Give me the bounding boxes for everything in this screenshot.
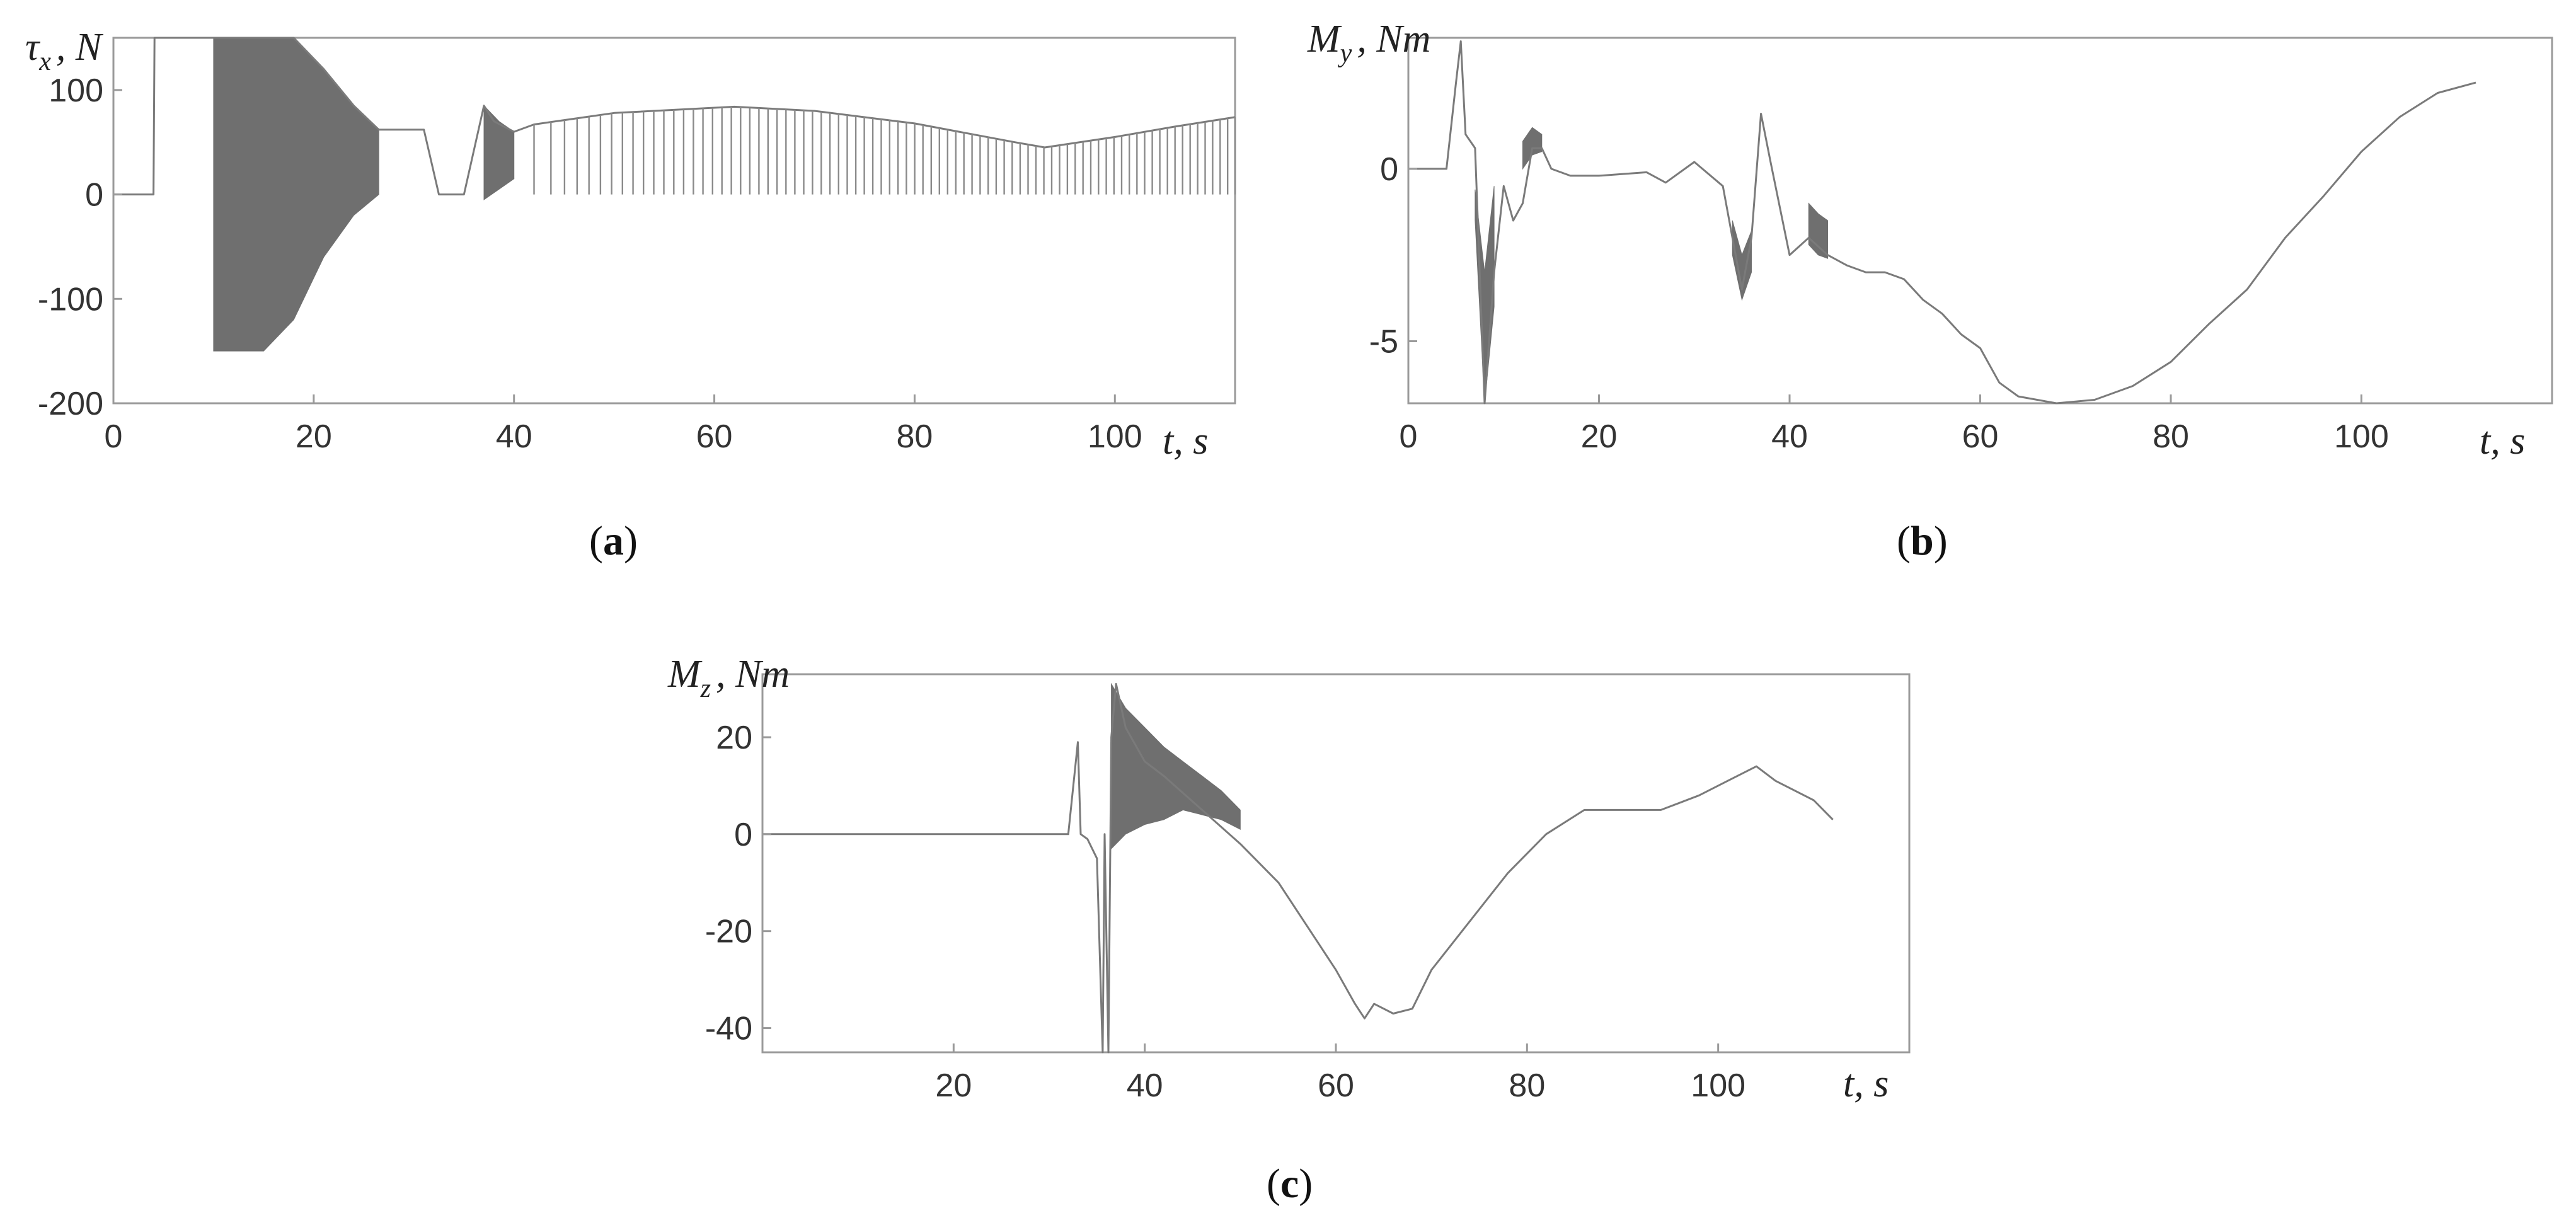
- panel-c-band-0: [1111, 682, 1241, 850]
- panel-a-ylabel-symbol: τ: [25, 26, 41, 69]
- panel-b-ytick-label: 0: [1380, 151, 1398, 188]
- panel-a-xticks: 0 20 40 60 80 100: [105, 394, 1142, 455]
- panel-c-chart: 20 40 60 80 100 -40 -20 0 20 Mz, Nm t, s (c): [667, 653, 1911, 1207]
- panel-b-ylabel: My, Nm: [1307, 18, 1430, 68]
- panel-a-xtick-label: 80: [897, 418, 933, 455]
- panel-b-band-3: [1808, 202, 1828, 259]
- panel-a-ytick-label: -200: [38, 386, 103, 422]
- panel-a-xtick-label: 100: [1088, 418, 1142, 455]
- panel-a-xlabel: t, s: [1163, 420, 1208, 463]
- panel-a-chart: 0 20 40 60 80 100 -200 -100 0 100 τx, N t, s (a): [25, 26, 1236, 564]
- panel-a-plot-frame: [112, 37, 1236, 405]
- panel-a-ylabel: τx, N: [25, 26, 104, 76]
- panel-b-chart: 0 20 40 60 80 100 -5 0 My, Nm t, s (b): [1307, 18, 2553, 564]
- panel-a-yticks: -200 -100 0 100: [38, 72, 122, 422]
- panel-b-yticks: -5 0: [1369, 151, 1417, 360]
- panel-a-band-0: [213, 37, 379, 352]
- panel-c-series-M_z: [762, 682, 1834, 1054]
- panel-c-xtick-label: 100: [1691, 1067, 1745, 1104]
- panel-c-ylabel-symbol: M: [667, 653, 703, 696]
- panel-c-yticks: -40 -20 0 20: [705, 720, 771, 1047]
- panel-b-xtick-label: 100: [2334, 418, 2389, 455]
- panel-c-xtick-label: 60: [1318, 1067, 1354, 1104]
- panel-a-ytick-label: -100: [38, 281, 103, 318]
- panel-b-xtick-label: 0: [1400, 418, 1418, 455]
- panel-b-ylabel-subscript: y: [1338, 39, 1352, 68]
- panel-b-xticks: 0 20 40 60 80 100: [1400, 394, 2389, 455]
- panel-c-xtick-label: 80: [1509, 1067, 1545, 1104]
- panel-c-xtick-label: 20: [935, 1067, 972, 1104]
- panel-c-plot-frame: [761, 673, 1911, 1054]
- panel-a-xtick-label: 0: [105, 418, 123, 455]
- panel-c-ylabel: Mz, Nm: [667, 653, 790, 703]
- panel-c-lines: [762, 682, 1834, 1054]
- panel-c-ytick-label: -40: [705, 1011, 752, 1047]
- panel-b-xtick-label: 80: [2153, 418, 2189, 455]
- panel-c-ytick-label: 0: [734, 817, 752, 853]
- panel-a-ytick-label: 100: [49, 72, 103, 109]
- panel-b-ylabel-symbol: M: [1307, 18, 1342, 60]
- panel-a-ytick-label: 0: [85, 177, 103, 214]
- panel-a-band-1: [483, 105, 515, 200]
- panel-a-ylabel-unit: , N: [56, 26, 104, 69]
- panel-c-bands: [1111, 682, 1241, 850]
- panel-b-lines: [1408, 40, 2476, 405]
- panel-c-ylabel-subscript: z: [700, 674, 711, 703]
- panel-c-ytick-label: -20: [705, 914, 752, 950]
- panel-a-label: (a): [589, 518, 638, 564]
- panel-b-series-M_y: [1408, 40, 2476, 405]
- panel-b-xtick-label: 60: [1962, 418, 1999, 455]
- panel-b-ylabel-unit: , Nm: [1357, 18, 1430, 60]
- panel-a-bands: [213, 37, 515, 352]
- panel-c-xticks: 20 40 60 80 100: [935, 1043, 1745, 1104]
- panel-c-xlabel: t, s: [1843, 1062, 1889, 1105]
- panel-c-ytick-label: 20: [716, 720, 752, 756]
- panel-a-xtick-label: 20: [296, 418, 332, 455]
- panel-c-label: (c): [1267, 1161, 1313, 1207]
- panel-a-xtick-label: 60: [696, 418, 733, 455]
- panel-a-lines: [113, 37, 1236, 196]
- panel-b-xtick-label: 40: [1771, 418, 1808, 455]
- panel-b-band-2: [1732, 220, 1752, 301]
- panel-a-switching-pulses-0: [533, 106, 1236, 195]
- panel-a-ylabel-subscript: x: [38, 47, 51, 76]
- panel-a-xtick-label: 40: [496, 418, 532, 455]
- panel-b-label: (b): [1897, 518, 1948, 564]
- panel-c-ylabel-unit: , Nm: [716, 653, 790, 696]
- panel-b-xtick-label: 20: [1581, 418, 1618, 455]
- panel-b-xlabel: t, s: [2480, 420, 2525, 463]
- panel-c-xtick-label: 40: [1127, 1067, 1163, 1104]
- panel-b-ytick-label: -5: [1369, 324, 1398, 360]
